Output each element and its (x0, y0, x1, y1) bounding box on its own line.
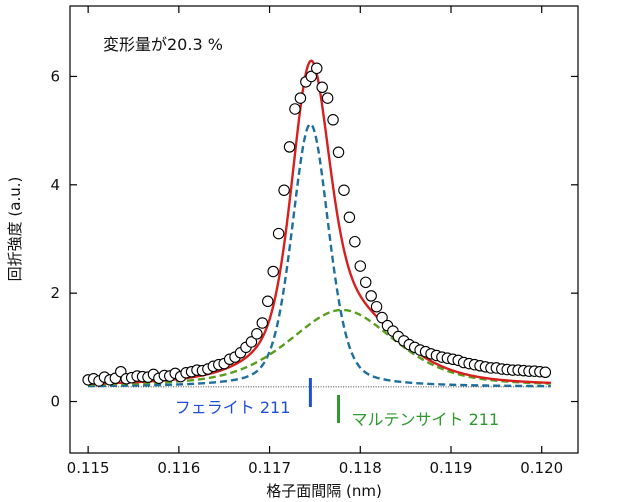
x-tick-label: 0.117 (248, 459, 291, 477)
x-tick-label: 0.119 (430, 459, 473, 477)
data-point (289, 103, 301, 115)
data-point (321, 92, 334, 104)
data-points (82, 62, 552, 387)
data-point (365, 290, 377, 302)
y-tick-label: 0 (50, 393, 60, 411)
martensite-fit-curve (88, 308, 551, 386)
data-point (349, 235, 361, 248)
data-point (267, 265, 279, 278)
data-point (272, 227, 285, 240)
data-point (256, 317, 269, 329)
ferrite-peak-label: フェライト 211 (175, 398, 291, 417)
peak-markers: フェライト 211 マルテンサイト 211 (175, 378, 499, 429)
fit-curves (88, 59, 551, 388)
data-point (343, 211, 356, 224)
ferrite-fit-curve (88, 122, 551, 388)
y-tick-label: 2 (50, 284, 60, 302)
data-point (294, 92, 307, 104)
data-point (316, 81, 328, 94)
data-point (262, 295, 274, 308)
axis-ticks: 0.115 0.116 0.117 0.118 0.119 0.120 0 2 4 6 (50, 6, 578, 477)
annotation-text: 変形量が20.3 % (103, 35, 223, 54)
total-fit-curve (88, 59, 551, 385)
data-point (376, 311, 388, 324)
data-point (359, 276, 372, 289)
data-point (332, 146, 345, 159)
x-tick-label: 0.120 (520, 459, 563, 477)
y-axis-title: 回折強度 (a.u.) (6, 177, 24, 282)
data-point (278, 184, 290, 196)
x-tick-label: 0.115 (67, 459, 110, 477)
y-tick-label: 4 (50, 176, 60, 194)
data-point (539, 366, 552, 379)
data-point (370, 300, 383, 313)
data-point (338, 184, 350, 196)
y-tick-label: 6 (50, 67, 60, 85)
x-tick-label: 0.118 (339, 459, 382, 477)
martensite-peak-label: マルテンサイト 211 (352, 410, 500, 429)
x-tick-label: 0.116 (157, 459, 200, 477)
data-point (327, 114, 339, 126)
x-axis-title: 格子面間隔 (nm) (266, 482, 382, 500)
plot-frame (69, 5, 579, 454)
data-point (251, 328, 263, 340)
data-point (354, 260, 367, 272)
data-point (245, 336, 258, 348)
data-point (310, 62, 323, 75)
data-point (305, 70, 318, 83)
data-point (283, 141, 296, 153)
